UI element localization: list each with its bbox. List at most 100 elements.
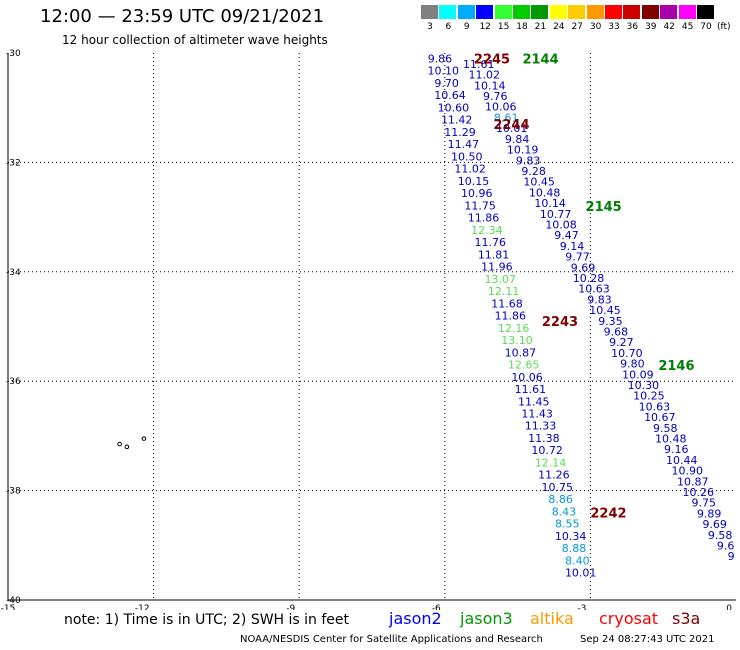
swh-value-label: 8.43 xyxy=(552,505,577,518)
swh-value-label: 10.34 xyxy=(555,530,587,543)
swh-value-label: 9.28 xyxy=(521,165,546,178)
swh-value-label: 12.14 xyxy=(535,456,567,469)
swh-value-label: 10.10 xyxy=(428,65,460,78)
swh-value-label: 9.69 xyxy=(571,261,596,274)
swh-value-label: 10.30 xyxy=(628,379,660,392)
swh-value-label: 11.68 xyxy=(491,297,523,310)
swh-value-label: 11.47 xyxy=(448,138,480,151)
legend-label-70: 70 xyxy=(700,22,712,32)
swh-value-label: 9.58 xyxy=(653,422,678,435)
legend-label-36: 36 xyxy=(626,22,639,32)
swh-value-label: 9.83 xyxy=(516,154,541,167)
x-tick-label: -3 xyxy=(577,604,586,610)
legend-swatch-27 xyxy=(568,5,586,19)
swh-value-label: 8.88 xyxy=(562,542,587,555)
swh-value-label: 11.96 xyxy=(481,261,513,274)
chart-subtitle: 12 hour collection of altimeter wave hei… xyxy=(62,33,328,47)
swh-value-label: 11.38 xyxy=(528,432,560,445)
legend-swatch-24 xyxy=(549,5,567,19)
swh-value-label: 10.08 xyxy=(545,218,577,231)
y-tick-label: -36 xyxy=(6,377,21,387)
legend-label-39: 39 xyxy=(645,22,657,32)
legend-label-33: 33 xyxy=(608,22,620,32)
swh-value-label: 11.86 xyxy=(468,212,500,225)
legend-label-9: 9 xyxy=(463,22,470,32)
swh-value-label: 10.50 xyxy=(451,150,483,163)
swh-value-label: 10.14 xyxy=(534,197,566,210)
swh-value-label: 11.42 xyxy=(441,114,473,127)
swh-value-label: 11.61 xyxy=(515,383,547,396)
swh-value-label: 9.68 xyxy=(604,325,629,338)
legend-swatch-21 xyxy=(531,5,549,19)
swh-value-label: 10.01 xyxy=(496,122,528,135)
legend-swatch-36 xyxy=(623,5,641,19)
swh-value-label: 11.86 xyxy=(495,310,527,323)
legend-swatch-45 xyxy=(678,5,696,19)
y-tick-label: -32 xyxy=(6,158,21,168)
island-marker xyxy=(124,444,130,450)
legend-label-45: 45 xyxy=(681,22,694,32)
swh-value-label: 10.96 xyxy=(461,187,493,200)
swh-value-label: 11.26 xyxy=(538,469,570,482)
swh-value-label: 9.89 xyxy=(697,507,722,520)
legend-label-42: 42 xyxy=(663,22,675,32)
swh-value-label: 9.27 xyxy=(609,336,634,349)
pass-number-label: 2243 xyxy=(542,315,578,330)
footer-credit: NOAA/NESDIS Center for Satellite Applica… xyxy=(240,634,543,645)
swh-value-label: 9.58 xyxy=(708,529,733,542)
swh-value-label: 10.60 xyxy=(438,101,470,114)
swh-value-label: 10.28 xyxy=(573,272,605,285)
swh-value-label: 10.45 xyxy=(523,176,555,189)
swh-value-label: 11.02 xyxy=(469,69,501,82)
swh-value-label: 13.07 xyxy=(485,273,517,286)
legend-swatch-6 xyxy=(439,5,457,19)
swh-value-label: 10.45 xyxy=(589,304,621,317)
chart-title: 12:00 — 23:59 UTC 09/21/2021 xyxy=(40,6,325,27)
legend-swatch-33 xyxy=(605,5,622,19)
swh-value-label: 12.11 xyxy=(488,285,520,298)
pass-number-label: 2144 xyxy=(522,52,558,67)
legend-label-15: 15 xyxy=(497,22,510,32)
x-tick-label: -6 xyxy=(432,604,441,610)
swh-value-label: 10.25 xyxy=(633,390,665,403)
swh-value-label: 10.64 xyxy=(434,89,466,102)
swh-value-label: 9.83 xyxy=(587,293,612,306)
swh-value-label: 8.55 xyxy=(555,518,580,531)
swh-value-label: 10.14 xyxy=(474,79,506,92)
swh-value-label: 10.15 xyxy=(458,175,490,188)
swh-value-label: 10.06 xyxy=(511,371,543,384)
legend-label-24: 24 xyxy=(553,22,565,32)
swh-value-label: 9.77 xyxy=(565,251,590,264)
legend-label-21: 21 xyxy=(534,22,547,32)
x-tick-label: -9 xyxy=(286,604,295,610)
swh-value-label: 9 xyxy=(728,550,735,563)
swh-value-label: 11.76 xyxy=(474,236,506,249)
y-tick-label: -34 xyxy=(6,268,21,278)
swh-value-label: 10.77 xyxy=(540,208,572,221)
swh-value-label: 9.6 xyxy=(717,540,735,553)
swh-value-label: 9.80 xyxy=(620,358,645,371)
swh-value-label: 8.61 xyxy=(494,111,519,124)
swh-value-label: 9.35 xyxy=(598,315,623,328)
swh-value-label: 11.29 xyxy=(444,126,476,139)
legend-label-30: 30 xyxy=(589,22,602,32)
swh-value-label: 9.76 xyxy=(483,90,508,103)
x-tick-label: -12 xyxy=(135,604,150,610)
swh-value-label: 11.43 xyxy=(521,407,553,420)
swh-value-label: 11.33 xyxy=(525,420,557,433)
y-tick-label: -30 xyxy=(6,49,21,59)
legend-swatch-39 xyxy=(641,5,659,19)
satellite-label-altika: altika xyxy=(530,609,574,628)
swh-value-label: 10.87 xyxy=(677,475,709,488)
pass-number-label: 2146 xyxy=(658,359,694,374)
swh-value-label: 9.14 xyxy=(560,240,585,253)
satellite-label-cryosat: cryosat xyxy=(599,609,659,628)
swh-value-label: 9.75 xyxy=(691,497,716,510)
swh-value-label: 10.70 xyxy=(611,347,643,360)
swh-value-label: 10.44 xyxy=(666,454,698,467)
x-tick-label: 0 xyxy=(726,604,732,610)
swh-value-label: 9.70 xyxy=(434,77,459,90)
swh-value-label: 10.26 xyxy=(682,486,714,499)
satellite-label-jason2: jason2 xyxy=(389,609,442,628)
swh-value-label: 10.48 xyxy=(655,433,687,446)
